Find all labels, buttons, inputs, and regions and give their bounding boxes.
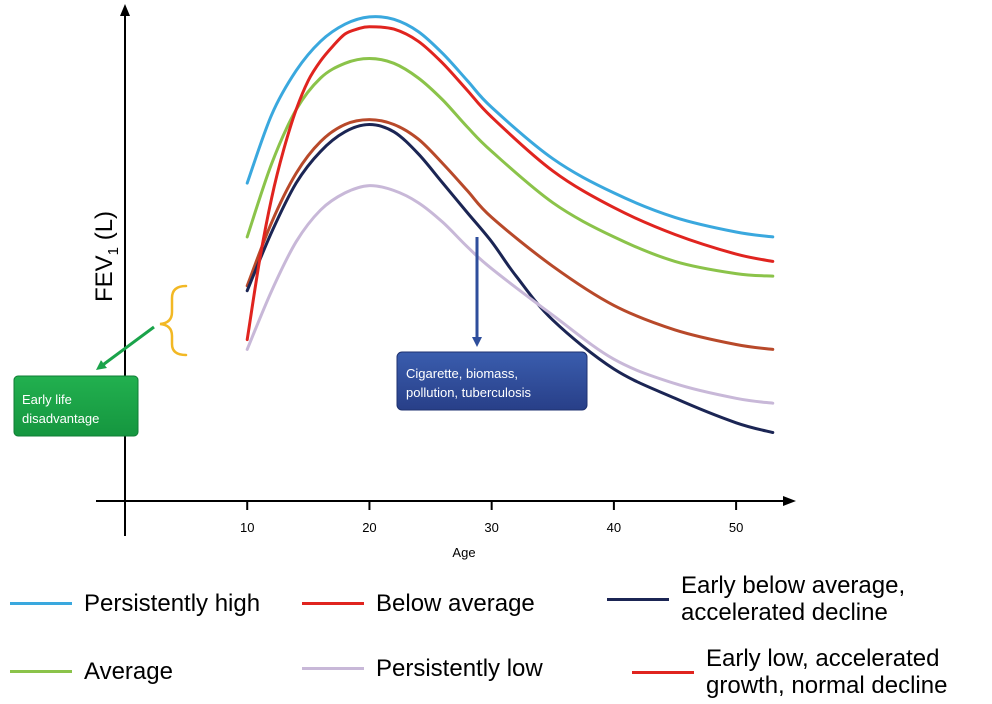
early-life-arrow — [95, 325, 155, 370]
y-axis-arrow — [120, 4, 130, 16]
legend-swatch — [302, 667, 364, 670]
legend-swatch — [10, 670, 72, 673]
series-line-early-below-average-accelerated-decline — [245, 122, 775, 434]
legend-label: Below average — [376, 590, 535, 617]
series-line-persistently-high — [245, 15, 775, 239]
y-axis-label: FEV1 (L) — [91, 211, 122, 302]
early-life-box — [13, 375, 139, 437]
legend-label: Early below average, accelerated decline — [681, 572, 906, 626]
legend-swatch — [10, 602, 72, 605]
exposure-box — [396, 351, 588, 411]
early-life-text: Early life disadvantage — [22, 392, 99, 426]
series-line-persistently-low — [245, 184, 775, 405]
legend-swatch — [302, 602, 364, 605]
series-line-early-low-accelerated-growth-normal-decline — [245, 25, 775, 342]
x-axis-label: Age — [452, 545, 475, 560]
x-tick-label: 30 — [484, 520, 498, 535]
legend-item: Average — [10, 658, 173, 685]
x-axis-arrow — [783, 496, 796, 506]
x-tick-label: 40 — [607, 520, 621, 535]
yellow-brace — [159, 284, 188, 357]
legend-item: Early low, accelerated growth, normal de… — [632, 645, 947, 699]
x-tick-label: 10 — [240, 520, 254, 535]
legend-item: Below average — [302, 590, 535, 617]
legend-item: Persistently high — [10, 590, 260, 617]
legend-label: Early low, accelerated growth, normal de… — [706, 645, 948, 699]
legend-label: Persistently low — [376, 655, 543, 682]
series-line-average — [245, 56, 775, 278]
exposure-text: Cigarette, biomass, pollution, tuberculos… — [406, 366, 532, 400]
legend-label: Persistently high — [84, 590, 261, 617]
legend-swatch — [607, 597, 669, 601]
legend-label: Average — [84, 658, 173, 685]
x-tick-label: 20 — [362, 520, 376, 535]
series-line-below-average — [245, 118, 775, 351]
legend-swatch — [632, 670, 694, 674]
x-tick-label: 50 — [729, 520, 743, 535]
legend-item: Persistently low — [302, 655, 543, 682]
legend-item: Early below average, accelerated decline — [607, 572, 905, 626]
